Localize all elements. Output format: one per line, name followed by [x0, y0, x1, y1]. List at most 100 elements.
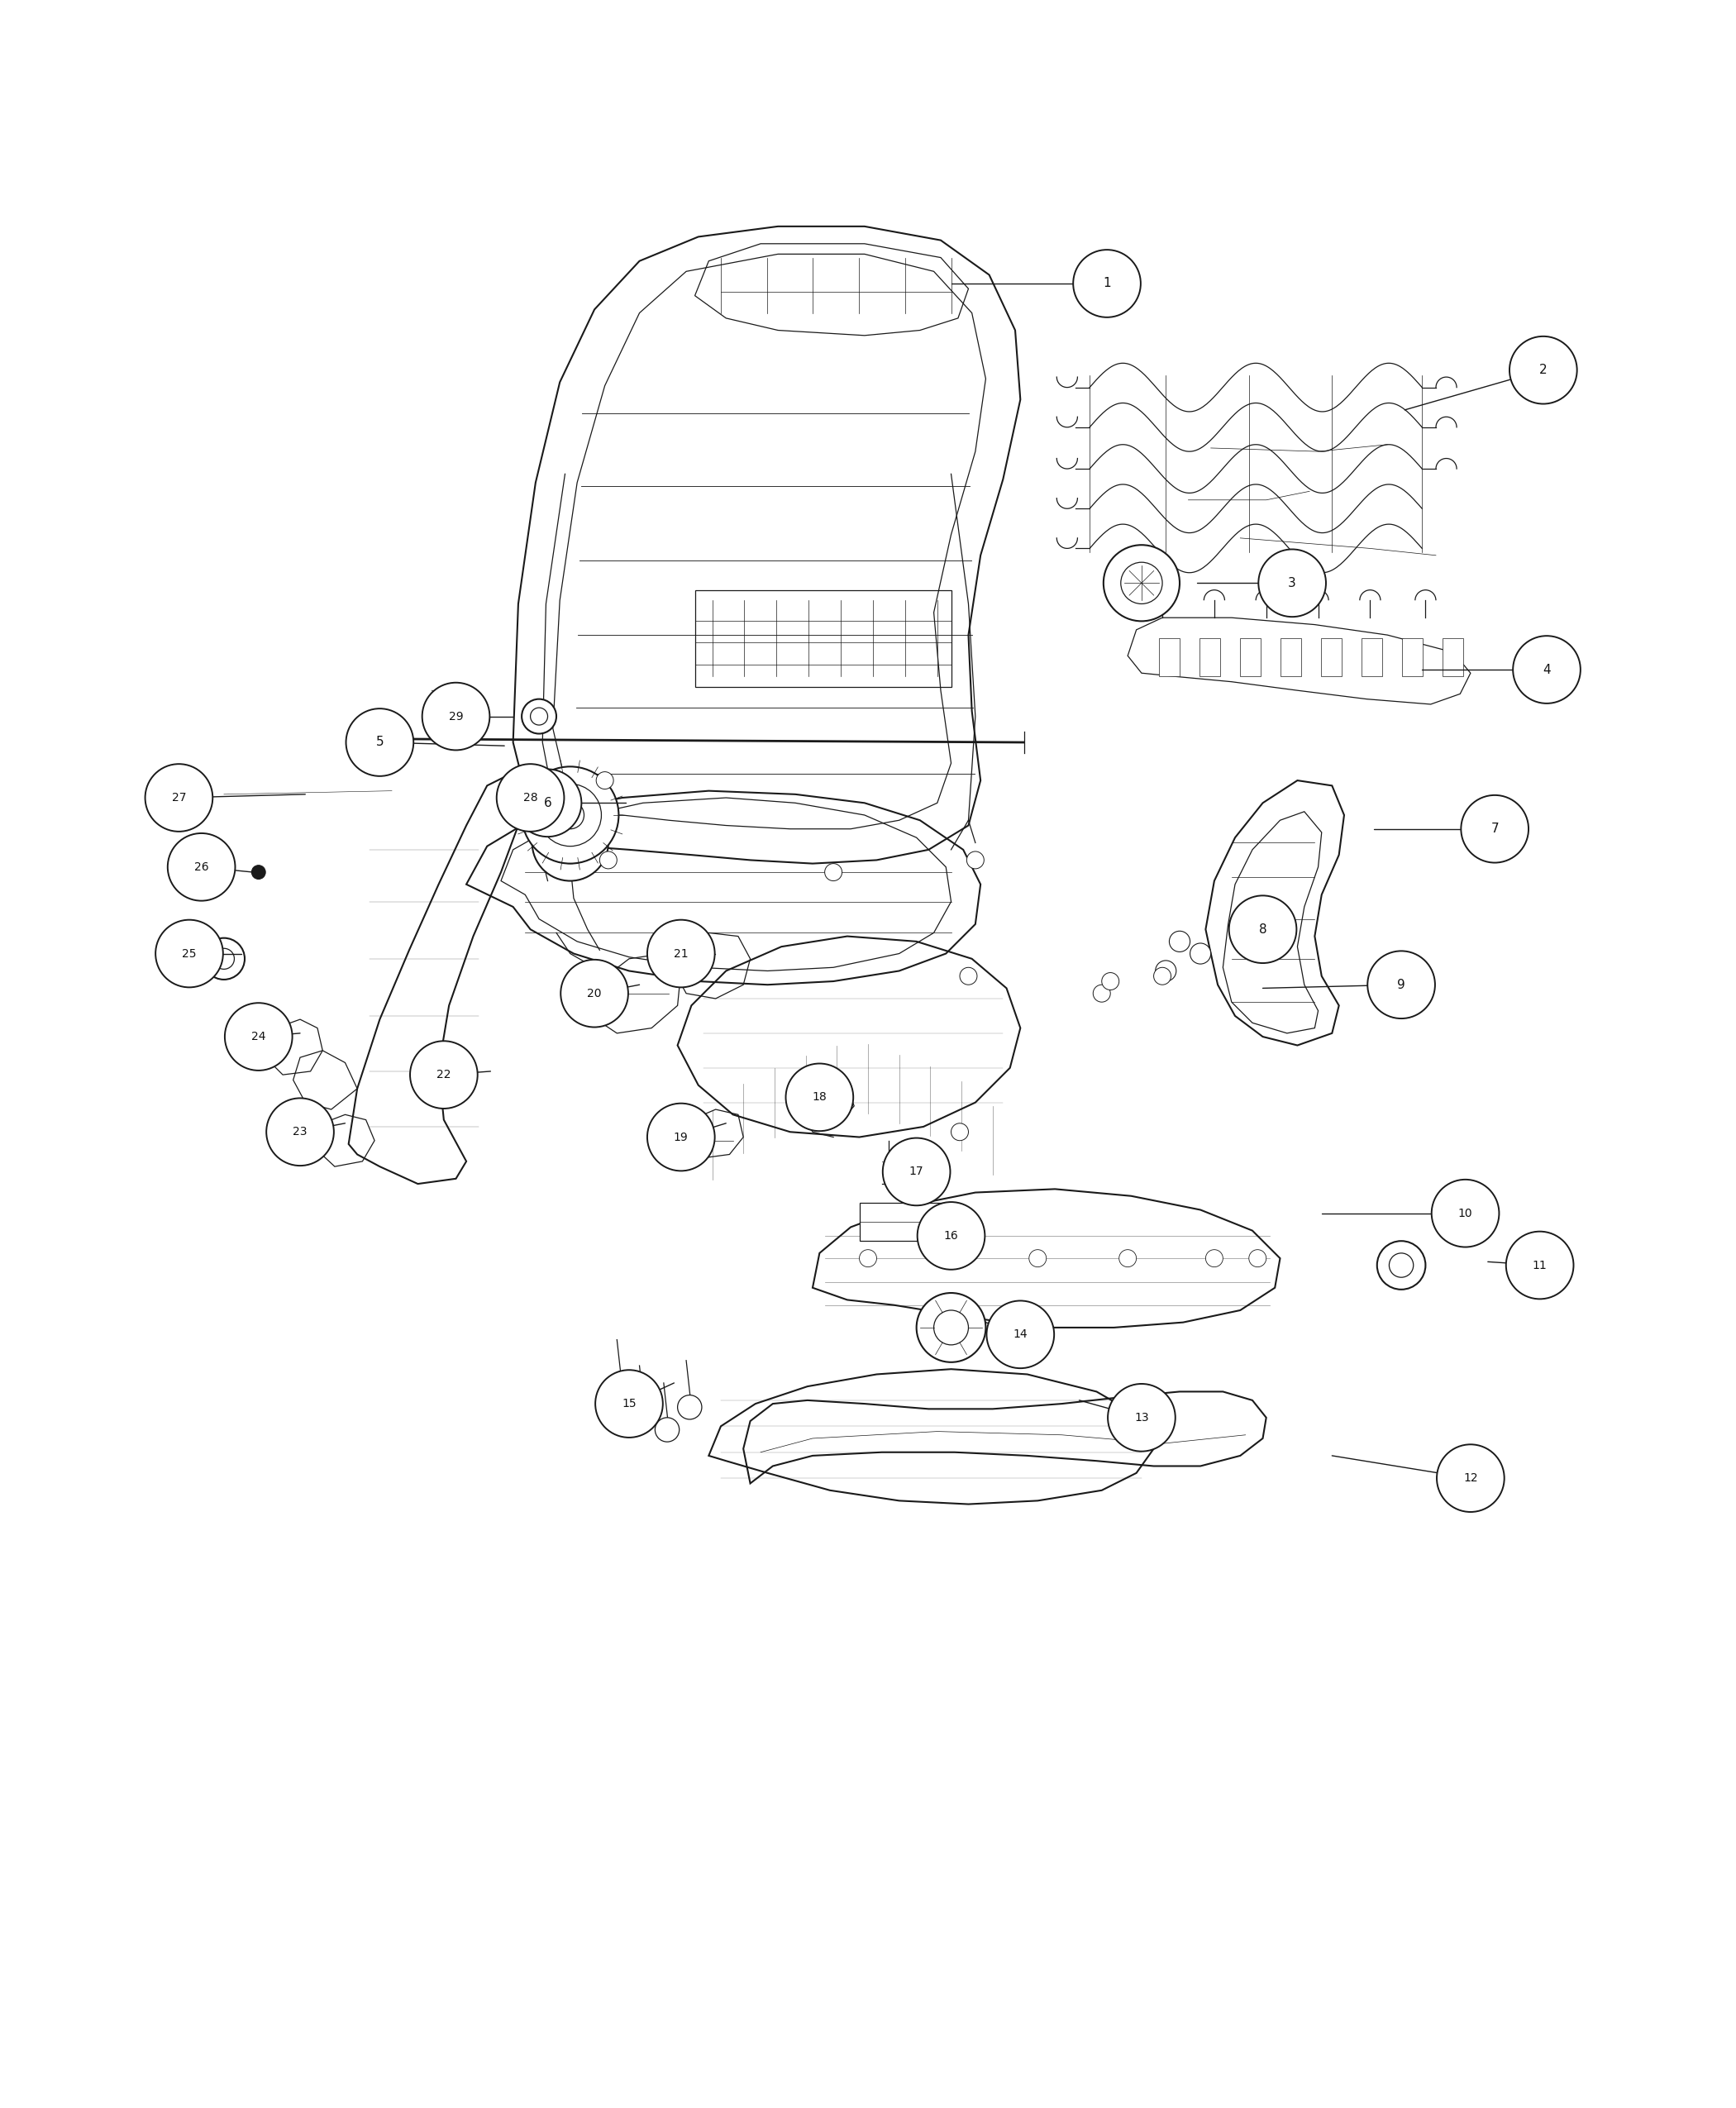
Circle shape [1120, 1250, 1137, 1267]
Circle shape [533, 805, 608, 881]
Circle shape [595, 772, 613, 788]
Circle shape [1437, 1444, 1505, 1511]
Circle shape [156, 919, 222, 987]
Text: 12: 12 [1463, 1471, 1477, 1484]
Circle shape [410, 1041, 477, 1109]
Circle shape [1191, 942, 1210, 963]
Text: 17: 17 [910, 1166, 924, 1178]
Circle shape [1102, 972, 1120, 991]
Circle shape [549, 822, 590, 864]
Bar [1160, 639, 1180, 677]
Circle shape [951, 1124, 969, 1140]
Circle shape [252, 864, 266, 879]
Circle shape [934, 1311, 969, 1345]
Circle shape [203, 938, 245, 980]
Circle shape [1170, 932, 1191, 953]
Circle shape [422, 683, 490, 750]
Text: 27: 27 [172, 793, 186, 803]
Circle shape [943, 1250, 960, 1267]
Circle shape [224, 1003, 292, 1071]
Bar [1240, 639, 1260, 677]
Circle shape [1462, 795, 1528, 862]
Text: 16: 16 [944, 1229, 958, 1242]
Circle shape [786, 1065, 854, 1132]
Text: 1: 1 [1102, 278, 1111, 289]
Bar [1281, 639, 1302, 677]
Circle shape [1073, 249, 1141, 318]
Circle shape [1094, 984, 1111, 1001]
Text: 25: 25 [182, 949, 196, 959]
Circle shape [654, 1417, 679, 1442]
Circle shape [561, 959, 628, 1027]
Circle shape [345, 708, 413, 776]
Circle shape [1432, 1180, 1500, 1248]
Circle shape [648, 919, 715, 987]
Circle shape [986, 1301, 1054, 1368]
Text: 8: 8 [1259, 923, 1267, 936]
Circle shape [677, 1395, 701, 1419]
Text: 7: 7 [1491, 822, 1498, 835]
Circle shape [608, 1374, 632, 1398]
Circle shape [1154, 968, 1172, 984]
Text: 10: 10 [1458, 1208, 1472, 1218]
Bar [1200, 639, 1220, 677]
Bar [859, 1204, 955, 1242]
Text: 3: 3 [1288, 578, 1297, 590]
Circle shape [523, 700, 556, 734]
Text: 23: 23 [293, 1126, 307, 1138]
Text: 26: 26 [194, 862, 208, 873]
Text: 15: 15 [621, 1398, 637, 1410]
Circle shape [599, 852, 616, 868]
Circle shape [1121, 563, 1163, 603]
Circle shape [1507, 1231, 1573, 1299]
Circle shape [540, 784, 601, 845]
Circle shape [168, 833, 234, 900]
Bar [1403, 639, 1424, 677]
Circle shape [882, 1138, 950, 1206]
Circle shape [1104, 546, 1180, 622]
Circle shape [917, 1292, 986, 1362]
Circle shape [1029, 1250, 1047, 1267]
Circle shape [630, 1400, 654, 1425]
Circle shape [531, 708, 547, 725]
Text: 21: 21 [674, 949, 687, 959]
Circle shape [1156, 961, 1177, 982]
Circle shape [960, 968, 977, 984]
Circle shape [595, 1370, 663, 1438]
Text: 5: 5 [375, 736, 384, 748]
Circle shape [859, 1250, 877, 1267]
Circle shape [1514, 637, 1580, 704]
Circle shape [1248, 1250, 1266, 1267]
Text: 13: 13 [1134, 1412, 1149, 1423]
Text: 28: 28 [523, 793, 538, 803]
Bar [1321, 639, 1342, 677]
Circle shape [1108, 1383, 1175, 1452]
Bar [1361, 639, 1382, 677]
Circle shape [523, 767, 618, 864]
Circle shape [496, 763, 564, 831]
Text: 2: 2 [1540, 365, 1547, 377]
Circle shape [1389, 1252, 1413, 1277]
Circle shape [1368, 951, 1436, 1018]
Text: 19: 19 [674, 1132, 689, 1143]
Text: 4: 4 [1543, 664, 1550, 677]
Circle shape [1229, 896, 1297, 963]
Circle shape [648, 1102, 715, 1170]
Bar [1443, 639, 1463, 677]
Circle shape [967, 852, 984, 868]
Text: 6: 6 [543, 797, 552, 809]
Circle shape [1510, 337, 1576, 405]
Text: 24: 24 [252, 1031, 266, 1043]
Text: 18: 18 [812, 1092, 826, 1102]
Text: 29: 29 [448, 710, 464, 723]
Circle shape [556, 801, 583, 828]
Text: 11: 11 [1533, 1258, 1547, 1271]
Text: 9: 9 [1397, 978, 1406, 991]
Circle shape [266, 1098, 333, 1166]
Circle shape [917, 1202, 984, 1269]
Text: 14: 14 [1014, 1328, 1028, 1341]
Circle shape [1259, 550, 1326, 618]
Text: 22: 22 [436, 1069, 451, 1081]
Circle shape [1377, 1242, 1425, 1290]
Circle shape [214, 949, 234, 970]
